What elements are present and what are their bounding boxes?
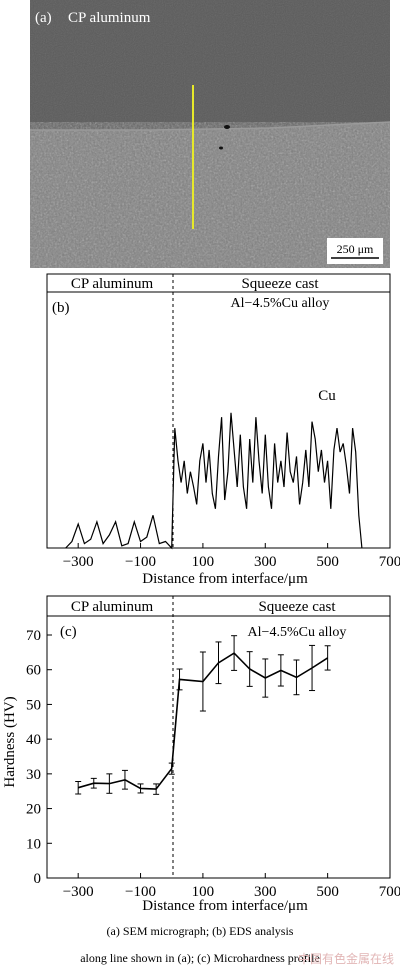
eds-x-tick-label: 100 — [192, 554, 215, 570]
hv-y-tick-label: 30 — [26, 767, 41, 783]
figure-caption-line-1: (a) SEM micrograph; (b) EDS analysis — [106, 924, 294, 938]
hv-y-tick-label: 60 — [26, 663, 41, 679]
hv-x-axis-label: Distance from interface/μm — [142, 898, 308, 914]
eds-chart: CP aluminum Squeeze cast Al−4.5%Cu alloy… — [46, 273, 400, 587]
eds-series-label: Cu — [318, 388, 336, 404]
sem-micrograph: (a) CP aluminum 250 μm — [30, 0, 390, 268]
hv-x-tick-label: 300 — [254, 884, 277, 900]
eds-x-tick-label: 500 — [316, 554, 339, 570]
hv-x-tick-label: −100 — [125, 884, 156, 900]
hv-y-tick-label: 20 — [26, 802, 41, 818]
hv-y-tick-label: 40 — [26, 732, 41, 748]
hv-y-axis-label: Hardness (HV) — [2, 696, 18, 787]
figure-caption-line-2: along line shown in (a); (c) Microhardne… — [80, 951, 320, 965]
hv-y-tick-label: 0 — [34, 871, 42, 887]
hv-plot-frame — [46, 595, 391, 879]
interface-line — [30, 121, 390, 131]
hv-region-right-2: Al−4.5%Cu alloy — [248, 625, 347, 640]
hv-y-tick-label: 50 — [26, 697, 41, 713]
eds-x-axis-label: Distance from interface/μm — [142, 571, 308, 587]
eds-region-left: CP aluminum — [71, 276, 154, 292]
hv-x-tick-label: 100 — [192, 884, 215, 900]
hv-hardness-series — [77, 652, 329, 790]
hv-panel-label: (c) — [60, 624, 77, 640]
panel-a-label: (a) — [35, 10, 52, 26]
hv-region-left: CP aluminum — [71, 599, 154, 615]
panel-a-title: CP aluminum — [68, 10, 151, 26]
eds-panel-label: (b) — [52, 300, 70, 316]
eds-region-right-2: Al−4.5%Cu alloy — [231, 296, 330, 311]
eds-x-tick-label: −300 — [63, 554, 94, 570]
eds-cu-series — [65, 412, 363, 550]
eds-x-tick-label: 300 — [254, 554, 277, 570]
watermark: 中国有色金属在线 — [297, 952, 394, 966]
eds-region-right-1: Squeeze cast — [241, 276, 319, 292]
hardness-chart: CP aluminum Squeeze cast Al−4.5%Cu alloy… — [2, 595, 400, 914]
hv-x-tick-label: 500 — [316, 884, 339, 900]
scale-bar-box — [327, 238, 383, 264]
hv-region-right-1: Squeeze cast — [258, 599, 336, 615]
hv-x-tick-label: −300 — [63, 884, 94, 900]
eds-x-tick-label: 700 — [379, 554, 400, 570]
scale-bar-label: 250 μm — [337, 242, 374, 256]
hv-y-tick-label: 70 — [26, 628, 41, 644]
hv-y-tick-label: 10 — [26, 836, 41, 852]
hv-x-tick-label: 700 — [379, 884, 400, 900]
eds-x-tick-label: −100 — [125, 554, 156, 570]
eds-plot-frame — [46, 273, 391, 549]
